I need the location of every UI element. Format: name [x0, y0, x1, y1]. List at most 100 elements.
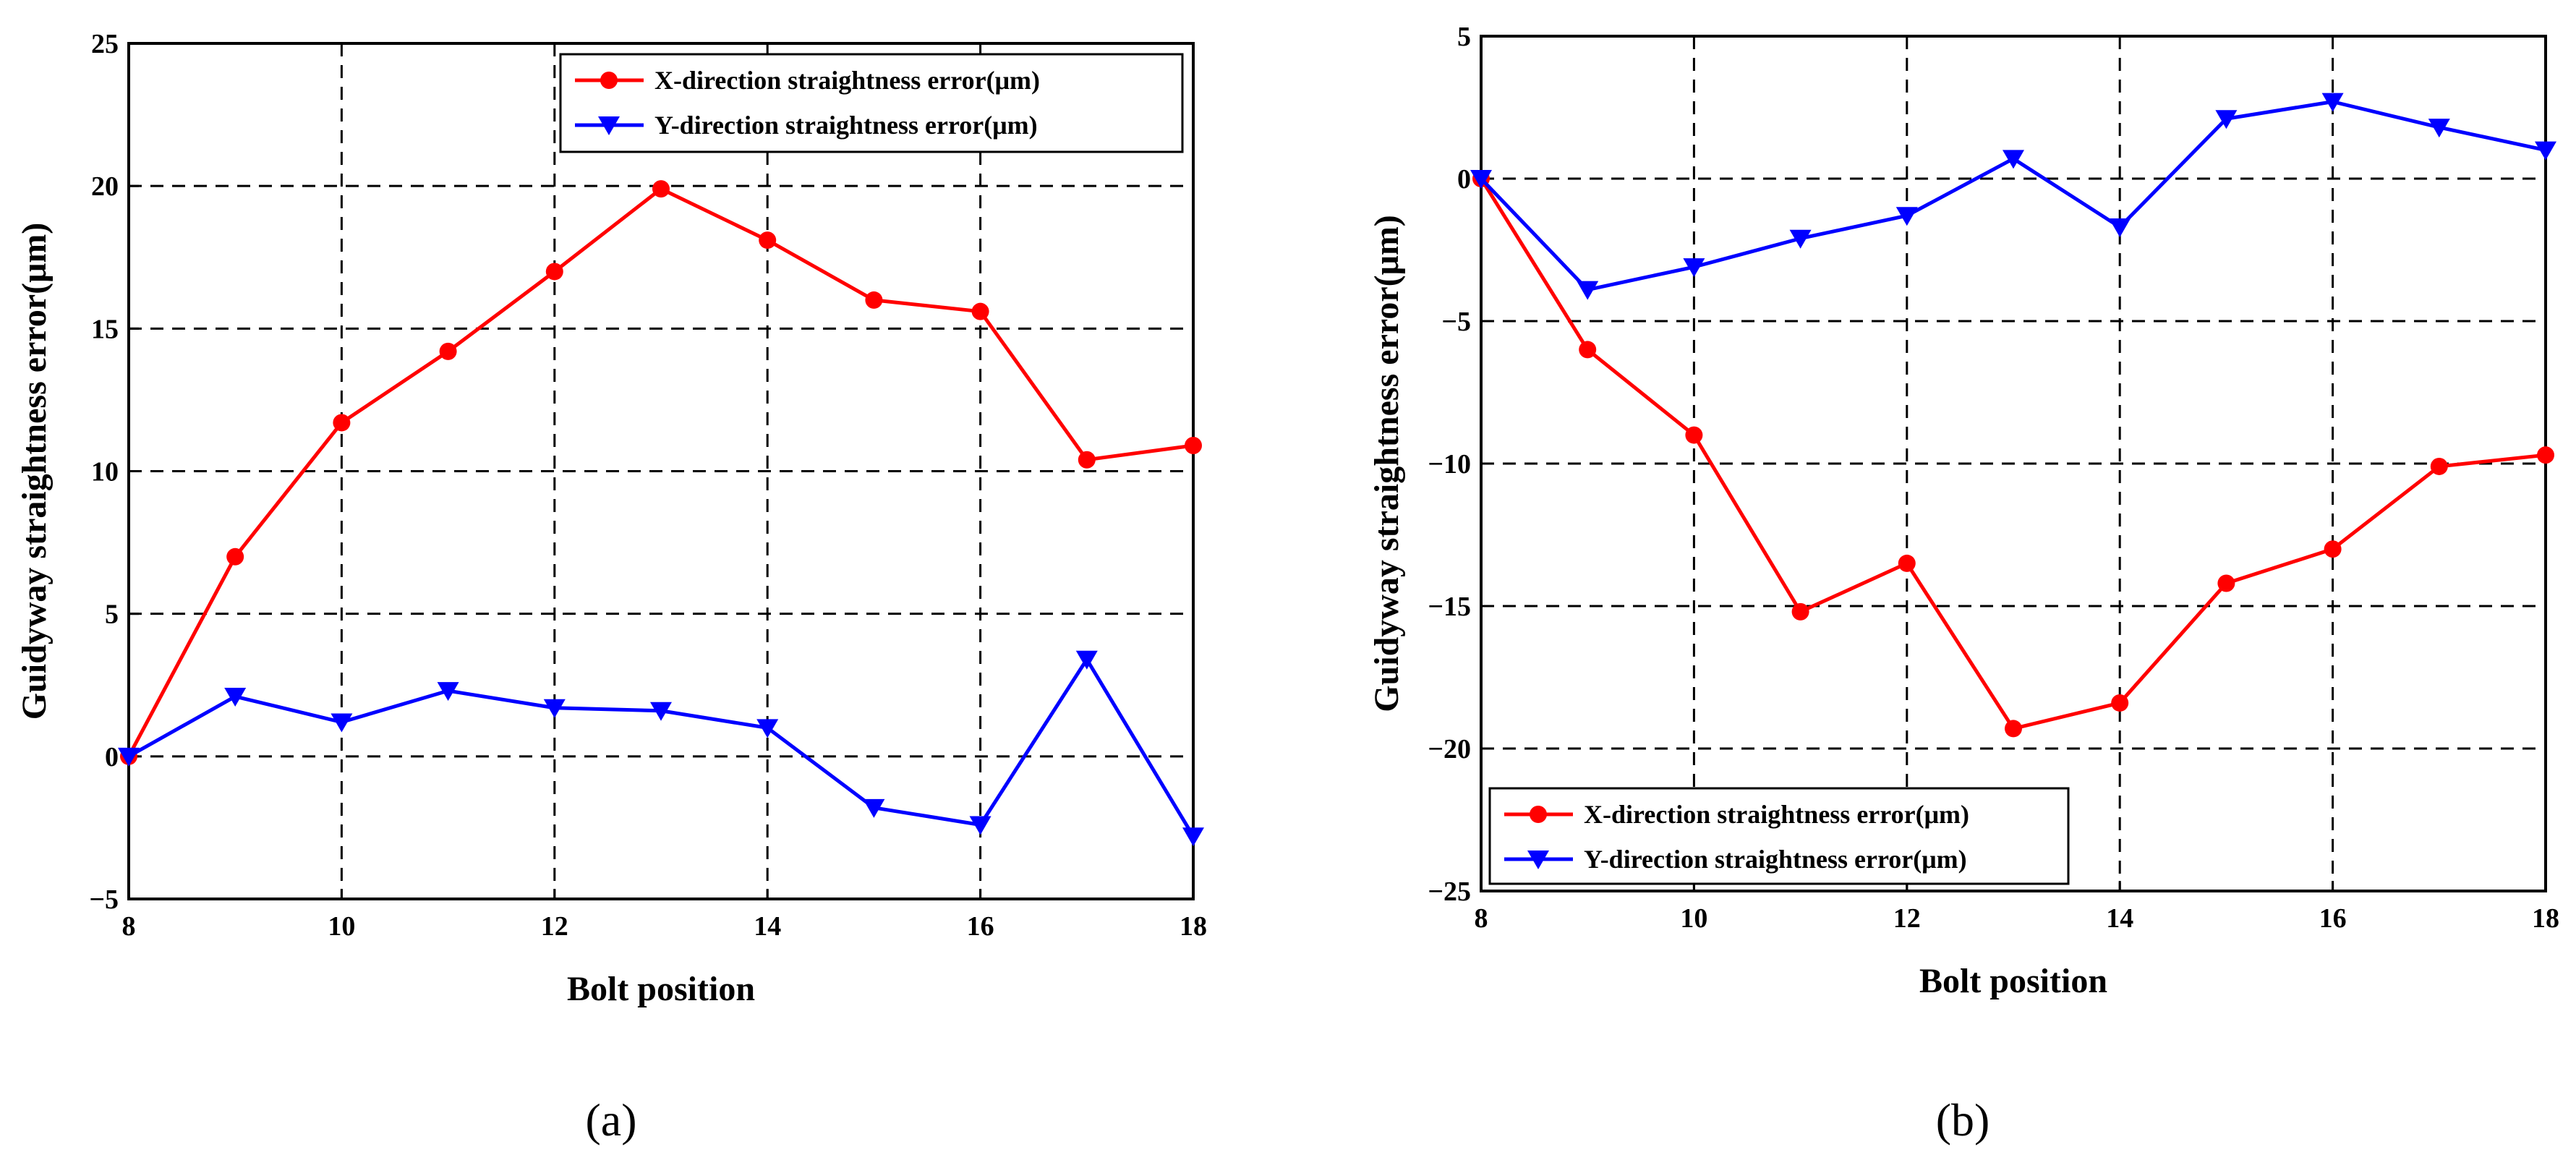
data-point: [1078, 451, 1096, 469]
data-point: [1685, 426, 1703, 444]
legend-marker: [598, 116, 620, 135]
x-tick-label: 16: [2319, 903, 2347, 934]
data-point: [2003, 150, 2024, 169]
data-point: [1683, 258, 1705, 278]
x-tick-label: 16: [967, 911, 994, 942]
data-point: [759, 231, 777, 250]
data-point: [1577, 281, 1599, 300]
data-point: [2217, 574, 2235, 592]
data-point: [330, 713, 353, 733]
x-tick-label: 18: [1180, 911, 1207, 942]
legend-box: [559, 53, 1184, 153]
legend-entry: X-direction straightness error(μm): [575, 66, 1040, 95]
data-point: [650, 702, 672, 721]
legend: X-direction straightness error(μm) Y-dire…: [1488, 787, 2070, 885]
data-point: [971, 302, 989, 320]
chart-panel-a: 8 10 12 14 16 18 −5 0 5 10 15 20 25 Bolt position Guid…: [15, 29, 1207, 1146]
data-point: [2321, 93, 2344, 112]
y-tick-label: 15: [91, 314, 119, 344]
x-tick-label: 14: [2106, 903, 2133, 934]
legend-entry: X-direction straightness error(μm): [1504, 800, 1969, 829]
data-point: [2537, 446, 2554, 464]
y-tick-label: −25: [1428, 877, 1471, 907]
data-point: [863, 798, 885, 818]
y-axis-label: Guidyway straightness error(μm): [15, 223, 54, 720]
data-point: [118, 747, 140, 767]
data-point: [2111, 694, 2129, 712]
data-point: [2535, 141, 2556, 161]
x-tick-label: 14: [754, 911, 781, 942]
data-point: [439, 342, 457, 360]
data-point: [437, 682, 459, 702]
x-tick-label: 12: [1893, 903, 1921, 934]
legend-marker: [600, 72, 618, 89]
data-point: [2324, 540, 2342, 558]
series-x-direction: [1472, 170, 2554, 738]
x-tick-label: 10: [328, 911, 355, 942]
y-tick-label: 0: [105, 742, 119, 772]
data-point: [224, 688, 247, 707]
y-tick-label: −10: [1428, 449, 1471, 479]
x-tick-label: 8: [122, 911, 136, 942]
data-point: [2109, 218, 2131, 237]
x-axis-label: Bolt position: [1919, 962, 2107, 1000]
data-point: [1579, 341, 1597, 359]
data-point: [1185, 437, 1202, 455]
x-axis-label: Bolt position: [567, 970, 755, 1008]
series-x-direction: [120, 180, 1202, 765]
series-line: [1479, 177, 2546, 730]
legend-label: Y-direction straightness error(μm): [1584, 845, 1967, 874]
y-tick-label: 5: [105, 600, 119, 630]
legend: X-direction straightness error(μm) Y-dire…: [559, 53, 1184, 153]
legend-entry: Y-direction straightness error(μm): [575, 111, 1038, 140]
x-tick-label: 10: [1680, 903, 1707, 934]
data-point: [543, 699, 566, 718]
data-point: [226, 547, 244, 566]
data-point: [2430, 457, 2448, 475]
y-tick-label: −15: [1428, 592, 1471, 622]
data-point: [2428, 119, 2450, 138]
y-tick-label: −20: [1428, 734, 1471, 764]
legend-marker: [1530, 806, 1547, 823]
data-point: [1470, 170, 1492, 189]
data-point: [1789, 229, 1812, 249]
series-y-direction: [118, 650, 1204, 847]
data-point: [1895, 207, 1918, 226]
y-tick-label: −5: [1441, 307, 1471, 337]
x-tick-label: 12: [541, 911, 568, 942]
legend-label: X-direction straightness error(μm): [654, 66, 1040, 95]
legend-box: [1488, 787, 2070, 885]
data-point: [652, 180, 670, 198]
legend-label: X-direction straightness error(μm): [1584, 800, 1969, 829]
y-tick-label: 10: [91, 457, 119, 487]
data-point: [969, 816, 991, 835]
data-point: [1791, 602, 1809, 621]
data-point: [1075, 650, 1098, 670]
panel-label: (b): [1936, 1094, 1990, 1146]
chart-panel-b: 8 10 12 14 16 18 −25 −20 −15 −10 −5 0 5 Bolt position…: [1368, 22, 2559, 1146]
panel-label: (a): [585, 1094, 636, 1146]
x-tick-label: 8: [1475, 903, 1488, 934]
series-line: [1480, 100, 2546, 292]
series-y-direction: [1470, 93, 2556, 300]
y-tick-label: 25: [91, 29, 119, 59]
data-point: [2005, 720, 2022, 738]
y-tick-label: 5: [1457, 22, 1471, 52]
y-tick-label: 20: [91, 171, 119, 202]
legend-marker: [1527, 851, 1549, 869]
y-tick-label: −5: [89, 884, 119, 915]
legend-label: Y-direction straightness error(μm): [654, 111, 1038, 140]
data-point: [756, 719, 779, 738]
data-point: [865, 291, 883, 309]
data-point: [333, 414, 351, 432]
data-point: [2215, 110, 2238, 129]
data-point: [545, 263, 563, 281]
legend-entry: Y-direction straightness error(μm): [1504, 845, 1967, 874]
series-line: [127, 187, 1194, 758]
x-tick-label: 18: [2532, 903, 2559, 934]
data-point: [1898, 554, 1916, 572]
y-axis-label: Guidyway straightness error(μm): [1368, 215, 1406, 712]
data-point: [1182, 827, 1204, 847]
series-line: [127, 657, 1195, 837]
